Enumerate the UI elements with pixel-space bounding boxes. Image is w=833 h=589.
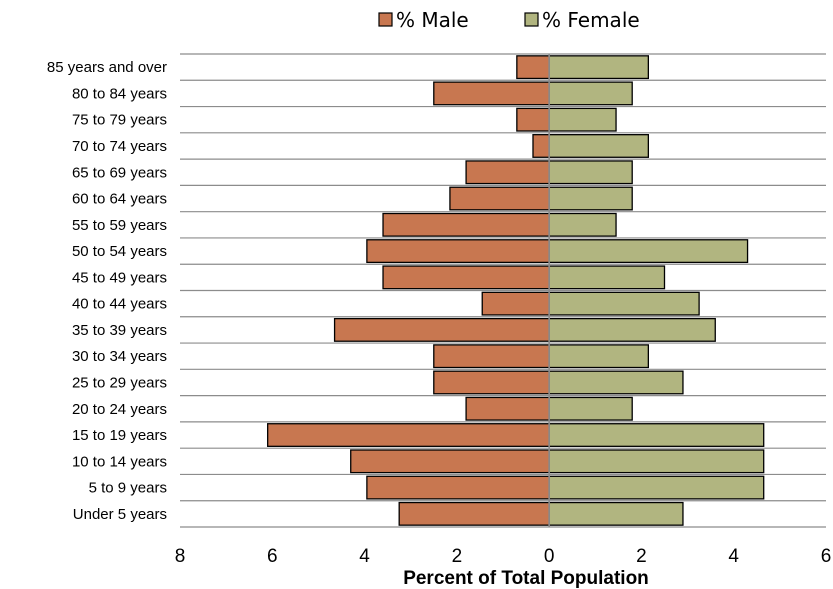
bar-female [548,396,633,421]
bar-male [333,317,550,342]
bar-male [516,107,550,132]
legend-swatch [378,12,393,27]
category-label: 30 to 34 years [72,348,167,365]
x-tick-labels: 8 6 4 2 0 2 4 6 [175,546,832,567]
category-label: 45 to 49 years [72,269,167,286]
bar-male [350,449,550,474]
category-label: 75 to 79 years [72,112,167,129]
x-tick-label: 4 [728,546,739,567]
bar-female [548,212,617,237]
bar-female [548,160,633,185]
x-tick-label: 2 [636,546,647,567]
bar-male [267,423,550,447]
bar-male [366,239,550,264]
category-label: 55 to 59 years [72,217,167,234]
bar-female [548,370,684,395]
bar-male [382,265,550,290]
bar-female [548,239,749,264]
gridlines [180,53,826,528]
bar-male [481,291,550,316]
category-label: 5 to 9 years [89,480,167,497]
bar-male [532,134,550,158]
bar-male [433,344,550,369]
bar-female [548,501,684,526]
x-tick-label: 4 [359,546,370,567]
category-label: 35 to 39 years [72,322,167,339]
bar-female [548,265,666,290]
bars [267,55,765,526]
legend-swatch [524,12,539,27]
bar-female [548,291,700,316]
bar-female [548,317,716,342]
bar-female [548,55,650,80]
bar-female [548,423,765,447]
category-label: 25 to 29 years [72,374,167,391]
category-label: 15 to 19 years [72,427,167,444]
category-label: 60 to 64 years [72,191,167,208]
category-labels: 85 years and over 80 to 84 years 75 to 79 … [47,59,167,523]
category-label: 50 to 54 years [72,243,167,260]
bar-female [548,107,617,132]
category-label: 40 to 44 years [72,296,167,313]
bar-female [548,134,650,158]
bar-male [433,81,550,106]
bar-male [465,396,550,421]
bar-male [366,475,550,500]
bar-male [516,55,550,80]
category-label: 85 years and over [47,59,167,76]
x-axis-title: Percent of Total Population [403,568,649,589]
legend: % Male % Female [378,8,640,32]
bar-male [433,370,550,395]
legend-label: % Male [396,8,469,32]
x-tick-label: 2 [452,546,463,567]
x-tick-label: 0 [544,546,555,567]
category-label: 10 to 14 years [72,453,167,470]
x-tick-label: 8 [175,546,186,567]
x-tick-label: 6 [267,546,278,567]
category-label: 70 to 74 years [72,138,167,155]
bar-male [449,186,550,211]
bar-female [548,186,633,211]
category-label: 20 to 24 years [72,401,167,418]
bar-male [382,212,550,237]
x-tick-label: 6 [821,546,832,567]
bar-female [548,344,650,369]
bar-male [465,160,550,185]
category-label: Under 5 years [73,506,167,523]
bar-female [548,81,633,106]
bar-female [548,475,765,500]
legend-label: % Female [542,8,640,32]
bar-male [398,501,550,526]
bar-female [548,449,765,474]
category-label: 80 to 84 years [72,85,167,102]
category-label: 65 to 69 years [72,164,167,181]
